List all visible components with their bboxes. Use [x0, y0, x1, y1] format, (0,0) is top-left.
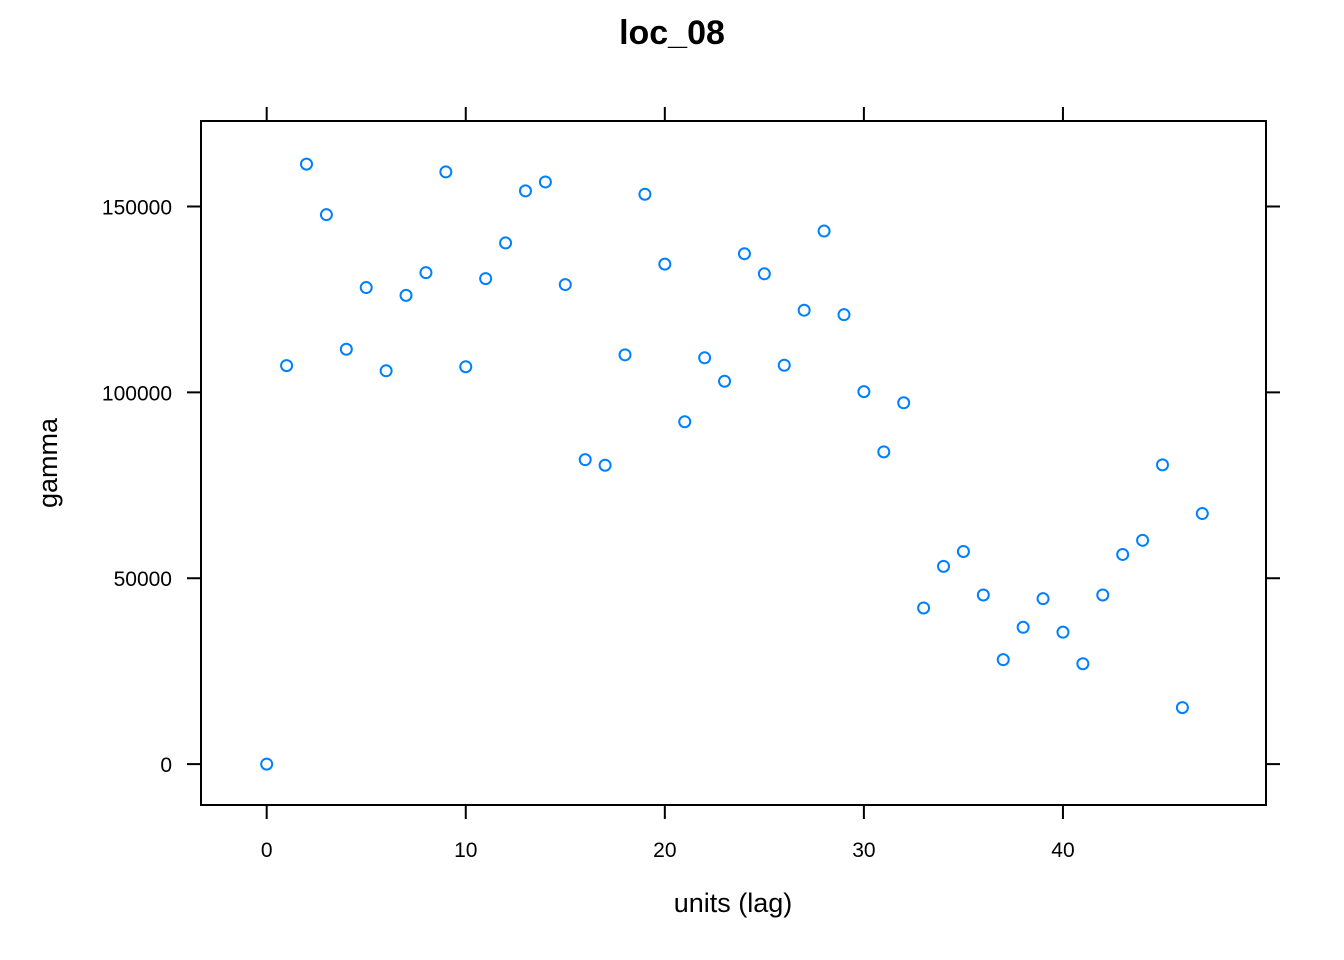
data-point — [379, 364, 393, 378]
y-tick-label: 150000 — [102, 197, 172, 220]
y-tick-label: 100000 — [102, 382, 172, 405]
x-tick-label: 0 — [261, 839, 273, 862]
data-point — [837, 308, 851, 322]
data-point — [937, 559, 951, 573]
x-tick-label: 40 — [1051, 839, 1074, 862]
data-point — [897, 396, 911, 410]
data-point — [996, 653, 1010, 667]
data-point — [877, 445, 891, 459]
data-point — [817, 224, 831, 238]
data-points — [260, 157, 1209, 771]
data-point — [339, 342, 353, 356]
axis-tick-labels: 0 10 20 30 40 0 50000 100000 150000 — [102, 197, 1075, 863]
y-axis-label: gamma — [33, 417, 63, 508]
data-point — [1036, 592, 1050, 606]
data-point — [1195, 507, 1209, 521]
data-point — [598, 458, 612, 472]
y-tick-label: 0 — [160, 754, 172, 777]
data-point — [359, 281, 373, 295]
data-point — [1056, 625, 1070, 639]
data-point — [518, 184, 532, 198]
data-point — [419, 266, 433, 280]
data-point — [1155, 458, 1169, 472]
data-point — [280, 359, 294, 373]
data-point — [698, 351, 712, 365]
data-point — [658, 257, 672, 271]
data-point — [1096, 588, 1110, 602]
data-point — [737, 247, 751, 261]
data-point — [558, 278, 572, 292]
data-point — [917, 601, 931, 615]
x-tick-label: 20 — [653, 839, 676, 862]
data-point — [578, 453, 592, 467]
data-point — [459, 360, 473, 374]
plot-frame — [200, 120, 1267, 806]
chart-title: loc_08 — [619, 14, 725, 52]
data-point — [399, 288, 413, 302]
x-tick-label: 10 — [454, 839, 477, 862]
data-point — [1136, 533, 1150, 547]
data-point — [479, 272, 493, 286]
data-point — [718, 374, 732, 388]
data-point — [638, 187, 652, 201]
data-point — [1016, 620, 1030, 634]
axis-ticks — [187, 107, 1280, 819]
data-point — [757, 267, 771, 281]
data-point — [618, 348, 632, 362]
data-point — [1116, 547, 1130, 561]
y-tick-label: 50000 — [114, 568, 172, 591]
data-point — [260, 757, 274, 771]
x-axis-label: units (lag) — [674, 888, 793, 918]
data-point — [976, 588, 990, 602]
data-point — [1175, 701, 1189, 715]
data-point — [777, 358, 791, 372]
data-point — [797, 303, 811, 317]
data-point — [300, 157, 314, 171]
data-point — [538, 175, 552, 189]
data-point — [857, 385, 871, 399]
data-point — [319, 208, 333, 222]
data-point — [956, 544, 970, 558]
data-point — [499, 236, 513, 250]
data-point — [678, 415, 692, 429]
data-point — [1076, 657, 1090, 671]
x-tick-label: 30 — [852, 839, 875, 862]
data-point — [439, 165, 453, 179]
